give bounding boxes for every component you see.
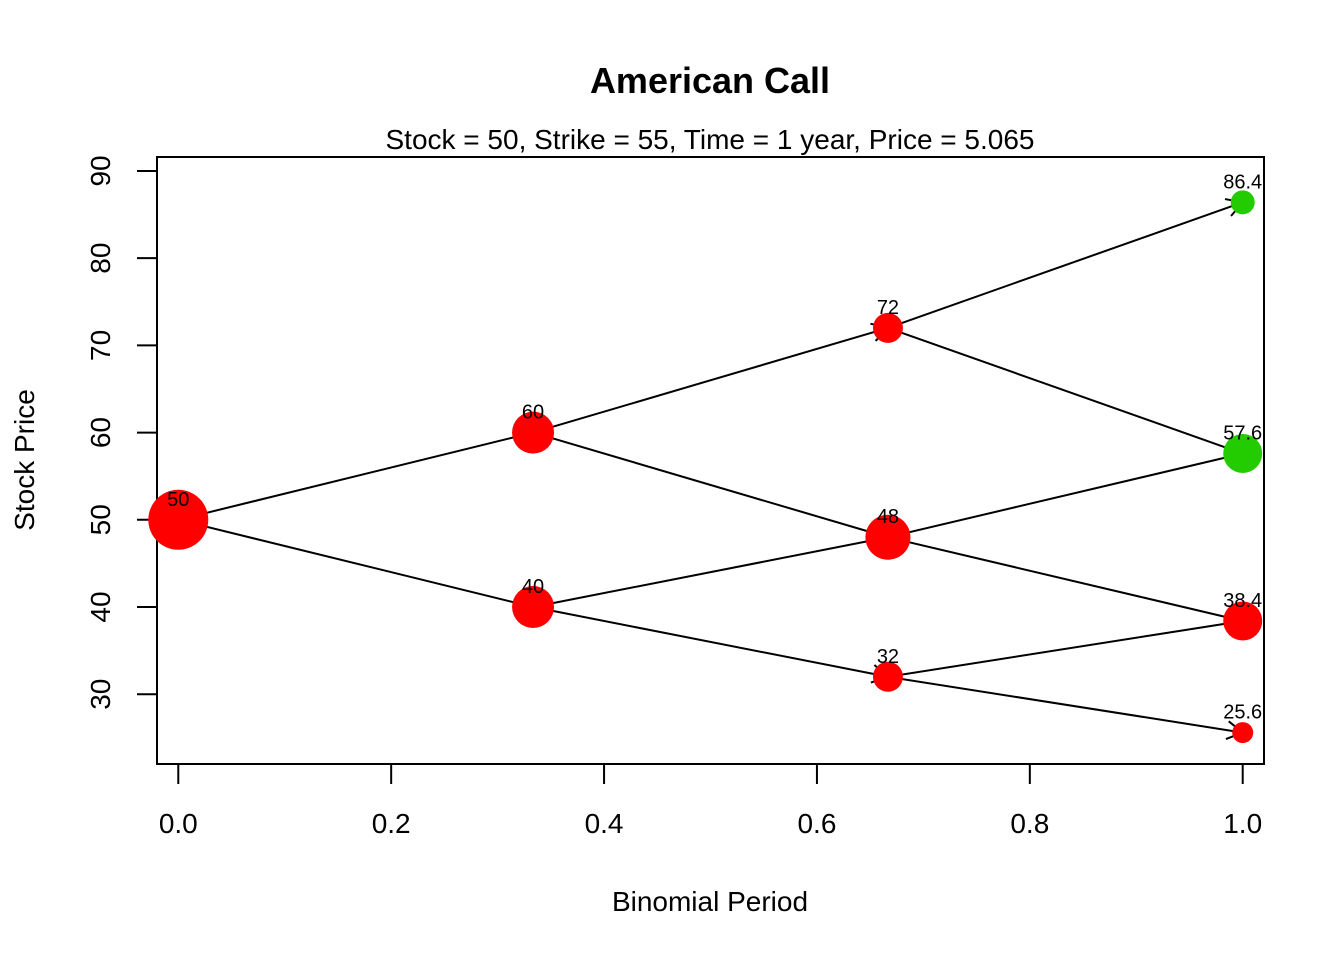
x-axis-label: Binomial Period (612, 886, 808, 917)
chart-subtitle: Stock = 50, Strike = 55, Time = 1 year, … (385, 124, 1034, 155)
node-value-label: 57.6 (1223, 423, 1262, 445)
node-value-label: 40 (522, 576, 544, 598)
y-tick-label: 70 (85, 330, 116, 361)
tree-edge (887, 326, 1245, 458)
x-tick-label: 0.4 (585, 808, 624, 839)
y-axis-label: Stock Price (9, 389, 40, 531)
tree-edge (178, 426, 536, 521)
tree-edges (178, 198, 1245, 741)
tree-edge (887, 613, 1245, 678)
tree-node (872, 661, 903, 692)
x-tick-label: 0.6 (797, 808, 836, 839)
x-tick-label: 0.0 (159, 808, 198, 839)
node-value-label: 86.4 (1223, 171, 1262, 193)
tree-node (512, 411, 555, 454)
tree-node (1223, 601, 1263, 641)
tree-node (1232, 722, 1254, 744)
x-tick-label: 0.8 (1010, 808, 1049, 839)
tree-node (865, 514, 911, 560)
tree-node (512, 586, 555, 629)
chart-title: American Call (590, 60, 830, 101)
tree-edge (532, 431, 890, 543)
tree-node (148, 489, 209, 550)
node-value-label: 25.6 (1223, 702, 1262, 724)
tree-edge (532, 322, 890, 434)
tree-edge (178, 518, 536, 613)
x-tick-label: 1.0 (1223, 808, 1262, 839)
tree-node (872, 312, 903, 343)
x-axis: 0.0 0.2 0.4 0.6 0.8 1.0 (159, 763, 1262, 839)
y-tick-label: 30 (85, 679, 116, 710)
tree-edge (887, 447, 1245, 539)
y-tick-label: 90 (85, 155, 116, 186)
node-value-label: 60 (522, 402, 544, 424)
x-tick-label: 0.2 (372, 808, 411, 839)
tree-nodes (148, 190, 1263, 744)
tree-edge (887, 198, 1245, 329)
y-tick-label: 40 (85, 591, 116, 622)
node-value-label: 72 (877, 297, 899, 319)
node-value-label: 38.4 (1223, 590, 1262, 612)
node-value-label: 50 (167, 489, 189, 511)
tree-node (1223, 434, 1263, 474)
y-tick-label: 80 (85, 243, 116, 274)
y-tick-label: 50 (85, 504, 116, 535)
node-value-label: 48 (877, 506, 899, 528)
tree-edge (532, 606, 890, 684)
tree-node (1230, 190, 1255, 215)
y-axis: 30 40 50 60 70 80 90 (85, 155, 158, 710)
tree-edge (532, 530, 890, 608)
tree-edge (887, 675, 1245, 741)
node-labels: 50 60 40 72 48 32 86.4 57.6 38.4 25.6 (167, 171, 1262, 723)
node-value-label: 32 (877, 646, 899, 668)
y-tick-label: 60 (85, 417, 116, 448)
plot-frame (156, 156, 1265, 765)
tree-edge (887, 536, 1245, 628)
